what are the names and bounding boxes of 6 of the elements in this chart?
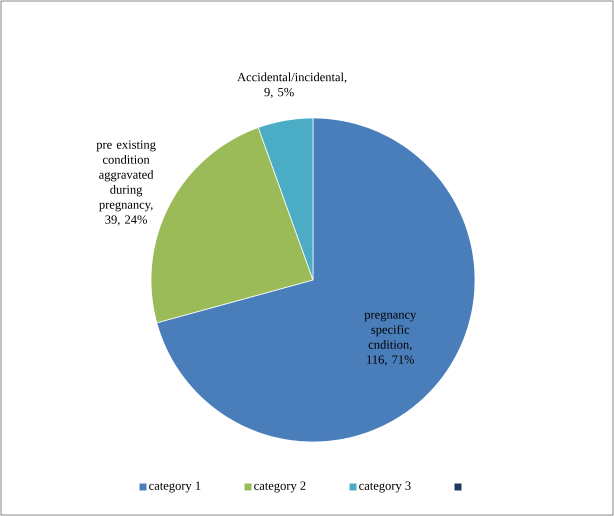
data-label: pregnancy specific cndition, 116, 71% — [364, 312, 416, 366]
legend-label: category 2 — [254, 481, 306, 492]
legend-label: category 1 — [149, 482, 200, 492]
data-label: Accidental/incidental, 9, 5% — [237, 72, 346, 98]
legend-label: category 3 — [359, 481, 411, 492]
data-label: pre existing condition aggravated during pregnancy, 39, 24% — [96, 140, 156, 226]
